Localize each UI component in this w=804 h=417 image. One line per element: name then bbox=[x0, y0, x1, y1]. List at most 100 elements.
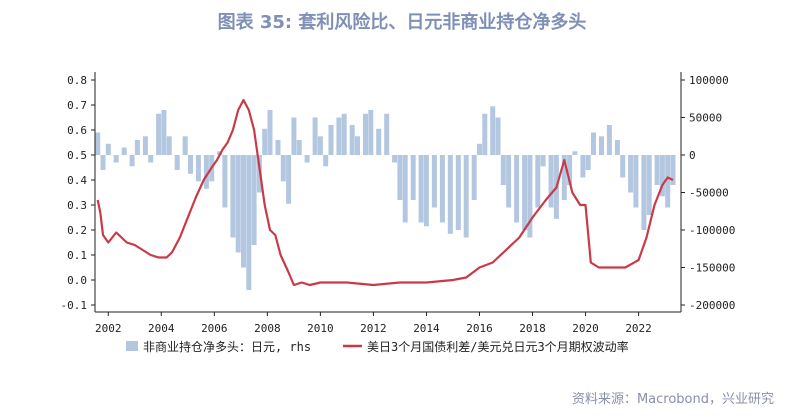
bar bbox=[328, 125, 334, 155]
left-tick-label: 0.4 bbox=[67, 174, 87, 187]
bar bbox=[392, 155, 398, 163]
left-tick-label: -0.1 bbox=[61, 299, 88, 312]
bar bbox=[142, 136, 148, 156]
bar bbox=[195, 155, 201, 182]
source-note: 资料来源：Macrobond，兴业研究 bbox=[571, 392, 774, 407]
bar bbox=[431, 155, 437, 208]
bar bbox=[105, 143, 111, 156]
right-tick-label: 0 bbox=[689, 149, 696, 162]
bar bbox=[291, 117, 297, 155]
bar bbox=[418, 155, 424, 223]
bar bbox=[397, 155, 403, 200]
bar bbox=[628, 155, 634, 193]
right-tick-label: 50000 bbox=[689, 112, 722, 125]
bar bbox=[304, 155, 310, 163]
bar bbox=[100, 155, 106, 170]
bar bbox=[368, 110, 374, 155]
bar bbox=[323, 155, 329, 167]
bar bbox=[591, 132, 596, 155]
bar bbox=[251, 155, 257, 245]
x-tick-label: 2022 bbox=[625, 322, 652, 335]
bar bbox=[670, 155, 676, 185]
bar bbox=[363, 113, 368, 156]
bar bbox=[262, 128, 268, 156]
bar bbox=[540, 155, 546, 167]
bar bbox=[336, 117, 342, 155]
bar bbox=[654, 155, 660, 185]
bar bbox=[548, 155, 554, 208]
bar bbox=[402, 155, 408, 223]
bar bbox=[620, 155, 626, 178]
bar bbox=[235, 155, 241, 253]
bar bbox=[606, 125, 612, 155]
bar bbox=[121, 147, 127, 155]
right-tick-label: -50000 bbox=[689, 187, 729, 200]
bar bbox=[527, 155, 533, 238]
bar bbox=[490, 106, 496, 156]
bar bbox=[376, 128, 382, 156]
bar bbox=[241, 155, 246, 268]
bar bbox=[439, 155, 445, 223]
bar bbox=[665, 155, 671, 208]
bar bbox=[275, 140, 281, 155]
bar bbox=[296, 140, 302, 155]
bar bbox=[188, 155, 193, 174]
spread-ratio-line bbox=[96, 98, 674, 287]
bar bbox=[599, 136, 604, 156]
bar bbox=[341, 113, 347, 156]
bar bbox=[455, 155, 461, 230]
bar bbox=[312, 117, 318, 155]
bar bbox=[349, 125, 355, 155]
bar bbox=[384, 113, 390, 156]
x-tick-label: 2002 bbox=[95, 322, 122, 335]
bar bbox=[286, 155, 292, 204]
bar bbox=[641, 155, 647, 230]
legend-label-bar: 非商业持仓净多头：日元, rhs bbox=[143, 339, 311, 354]
left-tick-label: 0.0 bbox=[67, 274, 87, 287]
bar bbox=[580, 155, 586, 178]
x-tick-label: 2018 bbox=[519, 322, 546, 335]
bar bbox=[113, 155, 119, 163]
x-tick-label: 2008 bbox=[254, 322, 281, 335]
left-tick-label: 0.7 bbox=[67, 99, 87, 112]
right-tick-label: -200000 bbox=[689, 299, 735, 312]
x-tick-label: 2016 bbox=[466, 322, 493, 335]
left-tick-label: 0.6 bbox=[67, 124, 87, 137]
bar bbox=[161, 110, 167, 155]
bar bbox=[134, 140, 140, 155]
bar bbox=[659, 155, 665, 197]
bar bbox=[514, 155, 520, 223]
legend-swatch-bar bbox=[126, 341, 138, 351]
legend-label-line: 美日3个月国债利差/美元兑日元3个月期权波动率 bbox=[367, 339, 629, 354]
left-tick-label: 0.1 bbox=[67, 249, 87, 262]
right-tick-label: -150000 bbox=[689, 262, 735, 275]
bar bbox=[423, 155, 429, 227]
axis-ticks: 0.8 0.7 0.6 0.5 0.4 0.3 0.2 0.1 0.0 -0.1 100000 500… bbox=[61, 74, 736, 335]
bar bbox=[129, 155, 135, 167]
bar bbox=[148, 155, 154, 163]
bar bbox=[463, 155, 469, 238]
bar bbox=[447, 155, 453, 234]
x-tick-label: 2014 bbox=[413, 322, 440, 335]
bar bbox=[317, 136, 323, 156]
bar bbox=[471, 155, 477, 200]
left-tick-label: 0.5 bbox=[67, 149, 87, 162]
x-tick-label: 2010 bbox=[307, 322, 334, 335]
bar bbox=[522, 155, 528, 230]
bar bbox=[95, 132, 101, 155]
x-tick-label: 2012 bbox=[360, 322, 387, 335]
bar bbox=[222, 155, 228, 208]
legend: 非商业持仓净多头：日元, rhs 美日3个月国债利差/美元兑日元3个月期权波动率 bbox=[126, 339, 629, 354]
bar bbox=[267, 110, 273, 155]
bar bbox=[482, 113, 488, 156]
bar bbox=[174, 155, 180, 170]
bar bbox=[246, 155, 252, 290]
bar bbox=[561, 155, 567, 200]
bar bbox=[535, 155, 541, 208]
bar bbox=[572, 151, 578, 156]
bar bbox=[230, 155, 236, 238]
right-tick-label: 100000 bbox=[689, 74, 729, 87]
left-tick-label: 0.3 bbox=[67, 199, 87, 212]
bar bbox=[156, 113, 162, 156]
